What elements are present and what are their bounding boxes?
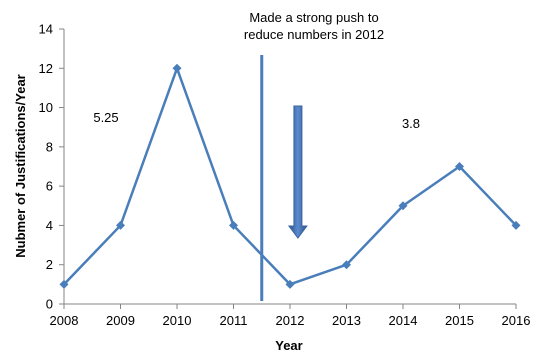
x-tick-label: 2009: [106, 313, 135, 328]
data-point: [511, 220, 521, 230]
x-tick-label: 2013: [332, 313, 361, 328]
y-axis-title: Nubmer of Justifications/Year: [13, 74, 28, 258]
x-tick-label: 2014: [389, 313, 418, 328]
x-tick-label: 2012: [276, 313, 305, 328]
y-tick-label: 0: [46, 297, 53, 312]
y-tick-label: 14: [39, 22, 53, 37]
x-tick-label: 2010: [163, 313, 192, 328]
series-layer: [59, 63, 521, 289]
annotation-average-after: 3.8: [402, 116, 420, 131]
y-tick-label: 6: [46, 179, 53, 194]
annotation-push-note: Made a strong push to reduce numbers in 2…: [244, 10, 384, 42]
data-point: [116, 220, 125, 230]
data-point: [172, 63, 182, 73]
y-tick-label: 2: [46, 257, 53, 272]
data-point: [455, 162, 464, 171]
x-tick-label: 2008: [50, 313, 79, 328]
x-tick-labels: 2008 2009 2010 2011 2012 2013 2014 2015 2016: [50, 313, 531, 328]
axes: [59, 28, 517, 309]
down-arrow-shape: [287, 105, 308, 239]
data-point: [342, 260, 351, 270]
x-tick-label: 2016: [502, 313, 531, 328]
series-line: [63, 67, 517, 286]
y-tick-labels: 0 2 4 6 8 10 12 14: [39, 22, 53, 312]
annotation-layer: Made a strong push to reduce numbers in 2…: [93, 10, 420, 239]
data-point: [229, 220, 238, 230]
x-axis-title: Year: [275, 338, 302, 353]
data-point: [59, 279, 69, 289]
data-point: [285, 279, 295, 289]
data-point: [398, 201, 408, 211]
y-tick-label: 12: [39, 61, 53, 76]
x-tick-label: 2011: [220, 313, 248, 328]
y-tick-label: 10: [39, 100, 53, 115]
y-tick-label: 8: [46, 139, 53, 154]
annotation-average-before: 5.25: [93, 110, 118, 125]
x-tick-label: 2015: [445, 313, 474, 328]
y-tick-label: 4: [46, 218, 53, 233]
